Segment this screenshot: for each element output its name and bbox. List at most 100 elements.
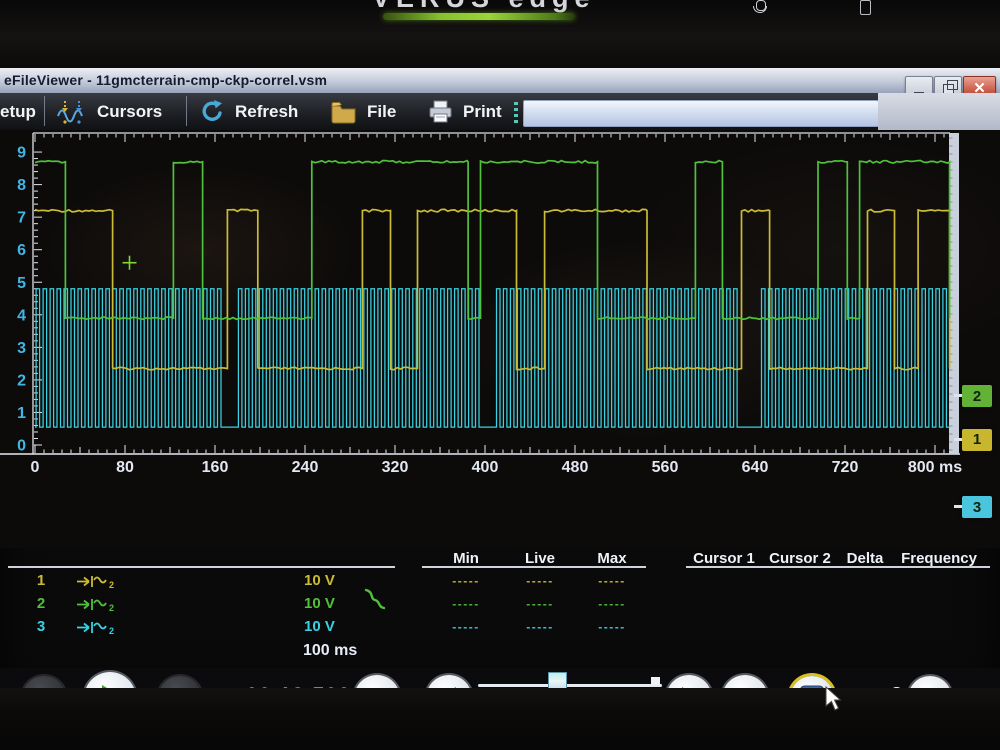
waveform-canvas: 0 1 2 3 4 5 6 7 8 9 0 80 160 240 320 400 480 560 640 720 800… xyxy=(0,132,962,476)
slider-end-cap xyxy=(651,677,660,685)
microphone-icon xyxy=(752,0,768,15)
x-axis-label: 640 xyxy=(742,459,769,476)
y-axis-label: 9 xyxy=(17,145,26,162)
x-axis-label: 480 xyxy=(562,459,589,476)
header-cursor2: Cursor 2 xyxy=(769,550,831,567)
brand-logo-clip: VERUS edge xyxy=(372,0,622,13)
device-screen: eFileViewer - 11gmcterrain-cmp-ckp-corre… xyxy=(0,68,1000,750)
x-axis-label: 160 xyxy=(202,459,229,476)
underline xyxy=(686,566,990,568)
toolbar: etup Cursors Ref xyxy=(0,93,1000,130)
toolbar-panel xyxy=(523,100,879,127)
refresh-icon xyxy=(202,99,222,121)
underline xyxy=(8,566,395,568)
header-max: Max xyxy=(597,550,627,567)
close-icon: ✕ xyxy=(973,80,986,97)
svg-text:2: 2 xyxy=(109,603,114,613)
signal-activity-icon xyxy=(364,588,386,610)
window-title: eFileViewer - 11gmcterrain-cmp-ckp-corre… xyxy=(4,72,328,88)
y-axis-label: 2 xyxy=(17,372,26,389)
scope-plot-area[interactable]: 0 1 2 3 4 5 6 7 8 9 0 80 160 240 320 400 480 560 640 720 800… xyxy=(0,130,1000,548)
waveform-channel-2 xyxy=(34,159,951,321)
refresh-label: Refresh xyxy=(235,101,299,121)
header-live: Live xyxy=(524,550,556,567)
channel-1-marker[interactable]: 1 xyxy=(954,428,992,451)
underline xyxy=(422,566,646,568)
channel-3-min-reading: ----- xyxy=(452,620,480,634)
toolbar-separator xyxy=(186,96,187,126)
x-axis-label: 800 ms xyxy=(908,459,962,476)
timebase-label: 100 ms xyxy=(303,642,358,659)
file-button[interactable]: File xyxy=(330,93,396,130)
x-axis-label: 80 xyxy=(116,459,134,476)
channel-1-max-reading: ----- xyxy=(598,574,626,588)
timeline-slider-track[interactable] xyxy=(478,684,662,687)
print-icon xyxy=(429,100,452,122)
measurement-panel: Min Live Max Cursor 1 Cursor 2 Delta Fre… xyxy=(0,548,1000,668)
y-axis-label: 5 xyxy=(17,275,26,292)
toolbar-separator xyxy=(44,96,45,126)
mouse-cursor xyxy=(825,686,842,711)
toolbar-right-fill xyxy=(878,93,1000,130)
setup-button[interactable]: etup xyxy=(0,93,36,130)
print-label: Print xyxy=(463,101,502,121)
file-folder-icon xyxy=(331,101,356,123)
plot-right-ruler xyxy=(949,133,959,454)
channel-1-scale: 10 V xyxy=(304,572,335,589)
channel-1-min-reading: ----- xyxy=(452,574,480,588)
channel-1-live-reading: ----- xyxy=(526,574,554,588)
header-min: Min xyxy=(453,550,479,567)
channel-3-marker[interactable]: 3 xyxy=(954,496,992,518)
waveform-channel-3 xyxy=(35,288,950,428)
bezel-top: VERUS edge xyxy=(0,0,1000,68)
y-axis-label: 3 xyxy=(17,340,26,357)
title-bar: eFileViewer - 11gmcterrain-cmp-ckp-corre… xyxy=(0,68,1000,94)
y-axis-label: 1 xyxy=(17,405,26,422)
channel-1-probe-icon[interactable]: 2 xyxy=(76,573,116,590)
cursors-label: Cursors xyxy=(97,101,163,121)
header-cursor1: Cursor 1 xyxy=(693,550,755,567)
x-axis-label: 720 xyxy=(832,459,859,476)
header-frequency: Frequency xyxy=(901,550,977,567)
channel-3-probe-icon[interactable]: 2 xyxy=(76,619,116,636)
y-axis-label: 7 xyxy=(17,210,26,227)
header-delta: Delta xyxy=(846,550,884,567)
waveform-channel-1 xyxy=(34,208,951,371)
channel-3-scale: 10 V xyxy=(304,618,335,635)
y-axis-label: 4 xyxy=(17,307,26,324)
refresh-button[interactable]: Refresh xyxy=(200,93,298,130)
x-axis-label: 560 xyxy=(652,459,679,476)
channel-2-live-reading: ----- xyxy=(526,597,554,611)
x-axis-label: 320 xyxy=(382,459,409,476)
y-axis-label: 0 xyxy=(17,438,26,455)
channel-3-number[interactable]: 3 xyxy=(36,618,46,635)
y-axis-label: 8 xyxy=(17,177,26,194)
bezel-bottom: Snap-on xyxy=(0,688,1000,750)
x-axis-label: 240 xyxy=(292,459,319,476)
y-axis-label: 6 xyxy=(17,242,26,259)
power-led-bar xyxy=(383,13,575,20)
svg-text:2: 2 xyxy=(109,626,114,636)
channel-2-number[interactable]: 2 xyxy=(36,595,46,612)
cursors-button[interactable]: Cursors xyxy=(56,93,162,130)
channel-2-marker[interactable]: 2 xyxy=(954,385,992,407)
channel-2-max-reading: ----- xyxy=(598,597,626,611)
setup-label: etup xyxy=(0,101,36,121)
channel-3-live-reading: ----- xyxy=(526,620,554,634)
channel-3-max-reading: ----- xyxy=(598,620,626,634)
svg-text:2: 2 xyxy=(109,580,114,590)
restore-icon xyxy=(942,79,958,94)
channel-2-min-reading: ----- xyxy=(452,597,480,611)
print-button[interactable]: Print xyxy=(428,93,502,130)
file-label: File xyxy=(367,101,397,121)
channel-1-number[interactable]: 1 xyxy=(36,572,46,589)
x-axis-label: 0 xyxy=(31,459,40,476)
cursors-icon xyxy=(57,100,83,124)
sensor-icon xyxy=(860,0,871,15)
x-axis-label: 400 xyxy=(472,459,499,476)
channel-2-probe-icon[interactable]: 2 xyxy=(76,596,116,613)
toolbar-grip[interactable] xyxy=(514,102,518,124)
channel-2-scale: 10 V xyxy=(304,595,335,612)
brand-logo-text: VERUS edge xyxy=(372,0,596,13)
